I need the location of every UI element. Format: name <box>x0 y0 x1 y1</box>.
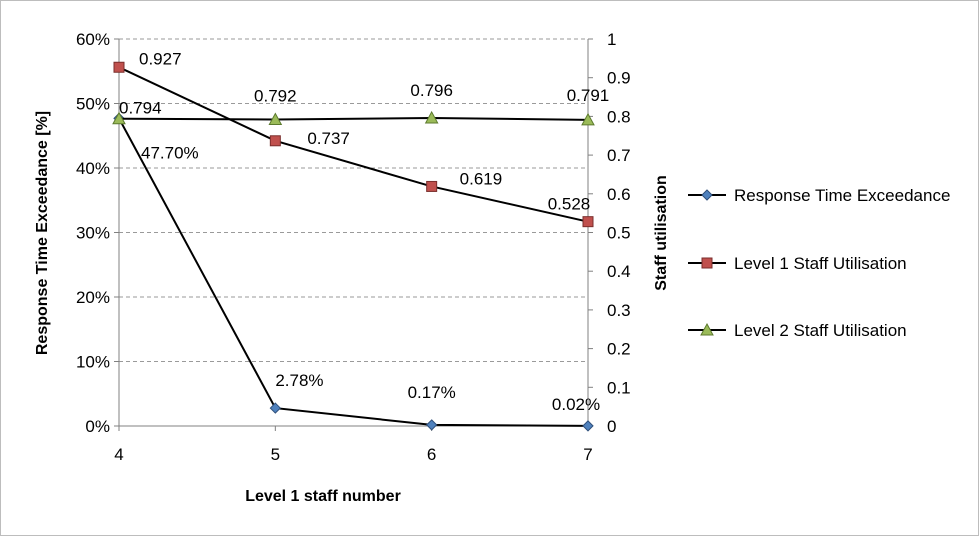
legend-label: Level 1 Staff Utilisation <box>734 254 907 273</box>
data-label: 0.791 <box>567 86 610 105</box>
axes: 0% 10% 20% 30% 40% 50% 60% 0 0.1 0.2 0.3 0.4 0.5 0.6 0… <box>76 30 631 464</box>
legend-marker-1 <box>701 189 713 201</box>
legend-label: Response Time Exceedance <box>734 186 950 205</box>
y-axis-title: Response Time Exceedance [%] <box>34 111 51 355</box>
y2-tick-label: 0 <box>607 417 616 436</box>
data-label: 0.794 <box>119 99 162 118</box>
y2-tick-label: 0.7 <box>607 146 631 165</box>
data-label: 0.737 <box>307 129 350 148</box>
data-label: 2.78% <box>275 371 323 390</box>
y2-tick-label: 0.5 <box>607 224 631 243</box>
series-2-marker <box>269 135 281 147</box>
x-tick-label: 7 <box>583 445 592 464</box>
y2-tick-label: 0.8 <box>607 107 631 126</box>
gridlines <box>119 38 588 362</box>
series-1-marker <box>582 420 594 432</box>
series-3-marker <box>112 111 126 125</box>
y-tick-label: 20% <box>76 288 110 307</box>
y2-tick-label: 0.2 <box>607 340 631 359</box>
series-line-1 <box>118 117 589 427</box>
x-tick-label: 4 <box>114 445 123 464</box>
data-label: 0.02% <box>552 395 600 414</box>
data-label: 0.792 <box>254 86 297 105</box>
series-1-marker <box>269 402 282 414</box>
y-tick-label: 30% <box>76 224 110 243</box>
x-tick-label: 5 <box>271 445 280 464</box>
data-label: 47.70% <box>141 143 199 162</box>
data-label: 0.619 <box>460 169 503 188</box>
y2-tick-label: 0.3 <box>607 301 631 320</box>
data-label: 0.17% <box>408 383 456 402</box>
series-2-marker <box>113 61 125 73</box>
series-1-marker <box>425 419 438 431</box>
legend: Response Time Exceedance Level 1 Staff Ut… <box>688 186 950 340</box>
data-label: 0.796 <box>410 81 453 100</box>
series-3-marker <box>424 110 439 124</box>
y2-tick-label: 0.6 <box>607 185 631 204</box>
series-line-2 <box>118 66 589 223</box>
legend-marker-2 <box>701 257 713 269</box>
data-labels: 47.70% 2.78% 0.17% 0.02% 0.927 0.737 0.619 0.52… <box>119 49 609 414</box>
x-axis-title: Level 1 staff number <box>245 488 401 505</box>
y-tick-label: 10% <box>76 353 110 372</box>
legend-marker-3 <box>700 322 714 336</box>
series-2-marker <box>582 216 594 228</box>
x-tick-label: 6 <box>427 445 436 464</box>
series-3-marker <box>581 112 595 126</box>
y2-tick-label: 0.9 <box>607 69 631 88</box>
y-tick-label: 40% <box>76 159 110 178</box>
y2-tick-label: 0.4 <box>607 262 631 281</box>
series-2-marker <box>426 180 438 192</box>
y2-tick-label: 1 <box>607 30 616 49</box>
y-tick-label: 0% <box>85 417 110 436</box>
data-label: 0.927 <box>139 49 182 68</box>
axis-titles: Level 1 staff number Response Time Excee… <box>34 111 670 505</box>
y2-tick-label: 0.1 <box>607 378 631 397</box>
y2-axis-title: Staff utilisation <box>653 175 670 291</box>
legend-label: Level 2 Staff Utilisation <box>734 321 907 340</box>
data-label: 0.528 <box>548 195 591 214</box>
series-group <box>112 61 595 432</box>
series-3-marker <box>268 112 283 125</box>
y-tick-label: 60% <box>76 30 110 49</box>
series-line-3 <box>118 116 589 121</box>
y-tick-label: 50% <box>76 95 110 114</box>
